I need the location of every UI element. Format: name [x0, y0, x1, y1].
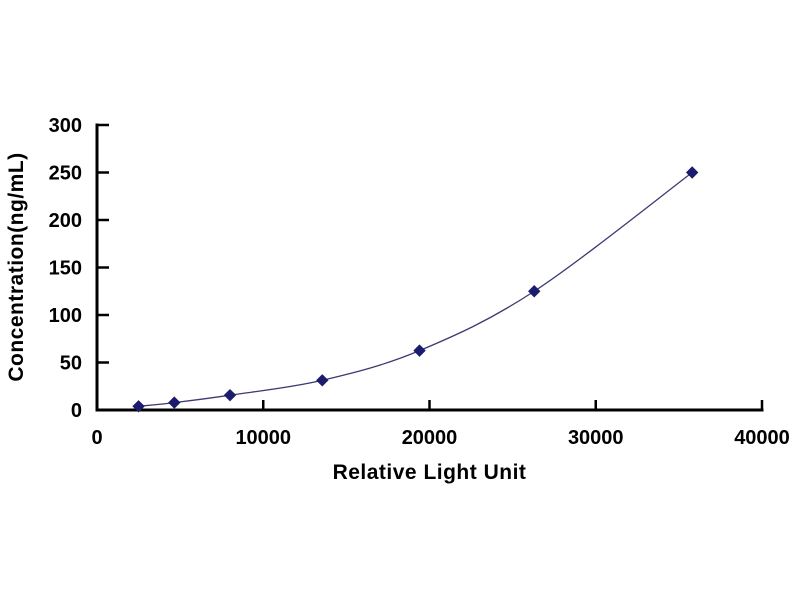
data-point-marker	[316, 374, 329, 387]
y-tick-label: 50	[60, 353, 82, 375]
curve-line	[138, 171, 693, 407]
data-point-marker	[223, 388, 237, 402]
x-tick-label: 0	[91, 427, 102, 449]
y-tick-label: 250	[49, 163, 82, 185]
data-point-marker	[132, 400, 145, 413]
x-axis-title: Relative Light Unit	[332, 461, 527, 484]
x-tick-label: 10000	[235, 427, 291, 449]
data-point-marker	[685, 166, 699, 179]
x-tick-label: 20000	[402, 427, 458, 449]
y-tick-label: 100	[49, 305, 82, 327]
x-tick-label: 30000	[568, 427, 624, 449]
y-axis-title: Concentration(ng/mL)	[5, 152, 28, 382]
y-tick-label: 150	[49, 258, 82, 280]
data-point-marker	[528, 285, 541, 298]
y-tick-label: 300	[49, 115, 82, 137]
data-point-marker	[168, 396, 181, 409]
y-tick-label: 0	[71, 400, 82, 422]
axis-lines	[95, 123, 764, 412]
data-point-marker	[413, 344, 426, 357]
x-tick-label: 40000	[734, 427, 790, 449]
y-tick-label: 200	[49, 210, 82, 232]
